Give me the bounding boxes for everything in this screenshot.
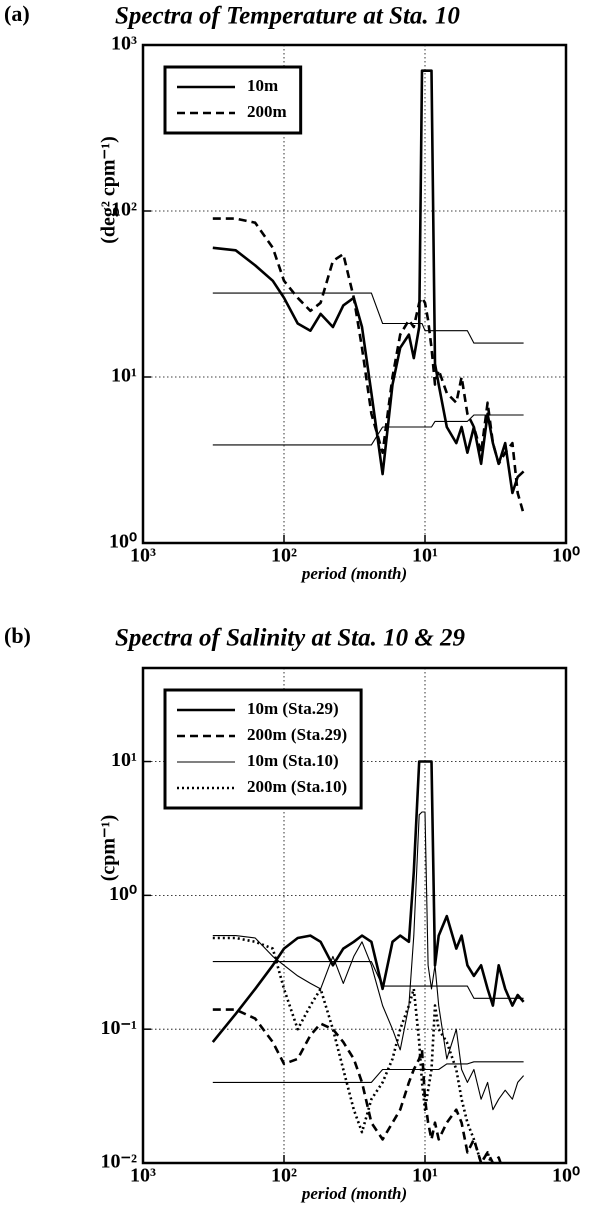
x-tick-label: 10³ bbox=[130, 1165, 156, 1187]
plot-frame bbox=[141, 666, 568, 1165]
x-tick-label: 10⁰ bbox=[552, 1165, 580, 1187]
y-tick-label: 10⁰ bbox=[109, 531, 137, 553]
legend-label: 10m (Sta.10) bbox=[247, 751, 339, 770]
y-tick-label: 10¹ bbox=[111, 365, 137, 387]
x-tick-label: 10² bbox=[271, 1165, 297, 1187]
y-tick-label: 10³ bbox=[111, 33, 137, 55]
plot-frame bbox=[141, 43, 568, 545]
x-tick-label: 10¹ bbox=[412, 545, 438, 567]
y-tick-label: 10⁻² bbox=[100, 1151, 137, 1173]
series-line bbox=[212, 292, 524, 344]
series-line bbox=[212, 69, 525, 495]
series-line bbox=[211, 760, 525, 1043]
chart-title: Spectra of Salinity at Sta. 10 & 29 bbox=[115, 625, 466, 652]
series-line bbox=[212, 961, 524, 999]
legend-box bbox=[163, 65, 303, 135]
x-tick-label: 10¹ bbox=[412, 1165, 438, 1187]
series-line bbox=[212, 1061, 524, 1083]
chart-title: Spectra of Temperature at Sta. 10 bbox=[115, 3, 460, 30]
series-line bbox=[212, 936, 493, 1163]
y-tick-label: 10⁻¹ bbox=[100, 1017, 137, 1039]
plot bbox=[211, 760, 525, 1163]
series-line bbox=[212, 1008, 503, 1163]
series-line bbox=[212, 811, 525, 1111]
y-tick-label: 10⁰ bbox=[109, 883, 137, 905]
y-axis-label: (cpm⁻¹) bbox=[98, 815, 120, 882]
series-line bbox=[212, 217, 525, 515]
y-axis-label: (deg² cpm⁻¹) bbox=[98, 136, 120, 244]
legend-label: 200m bbox=[247, 102, 287, 121]
x-axis-label: period (month) bbox=[300, 564, 407, 583]
plot bbox=[212, 69, 525, 515]
x-tick-label: 10⁰ bbox=[552, 545, 580, 567]
panel-label: (a) bbox=[4, 1, 30, 26]
series-line bbox=[212, 414, 524, 446]
panel-label: (b) bbox=[4, 623, 31, 648]
y-tick-label: 10¹ bbox=[111, 749, 137, 771]
x-tick-label: 10³ bbox=[130, 545, 156, 567]
legend-label: 10m (Sta.29) bbox=[247, 699, 339, 718]
legend-label: 200m (Sta.29) bbox=[247, 725, 347, 744]
x-axis-label: period (month) bbox=[300, 1184, 407, 1203]
x-tick-label: 10² bbox=[271, 545, 297, 567]
legend-label: 200m (Sta.10) bbox=[247, 777, 347, 796]
legend-label: 10m bbox=[247, 76, 278, 95]
y-tick-label: 10² bbox=[111, 199, 137, 221]
